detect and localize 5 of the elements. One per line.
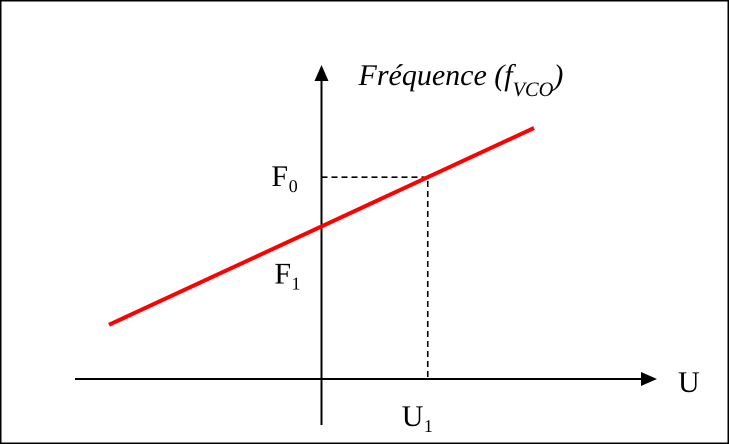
x-axis-title: U xyxy=(678,366,700,399)
ref-line-label: F₀ xyxy=(271,160,298,194)
annotation: F₁ xyxy=(274,257,302,290)
y-axis-title: Fréquence (f$_{VCO}$) xyxy=(358,59,564,101)
text: U₁ xyxy=(402,400,434,433)
